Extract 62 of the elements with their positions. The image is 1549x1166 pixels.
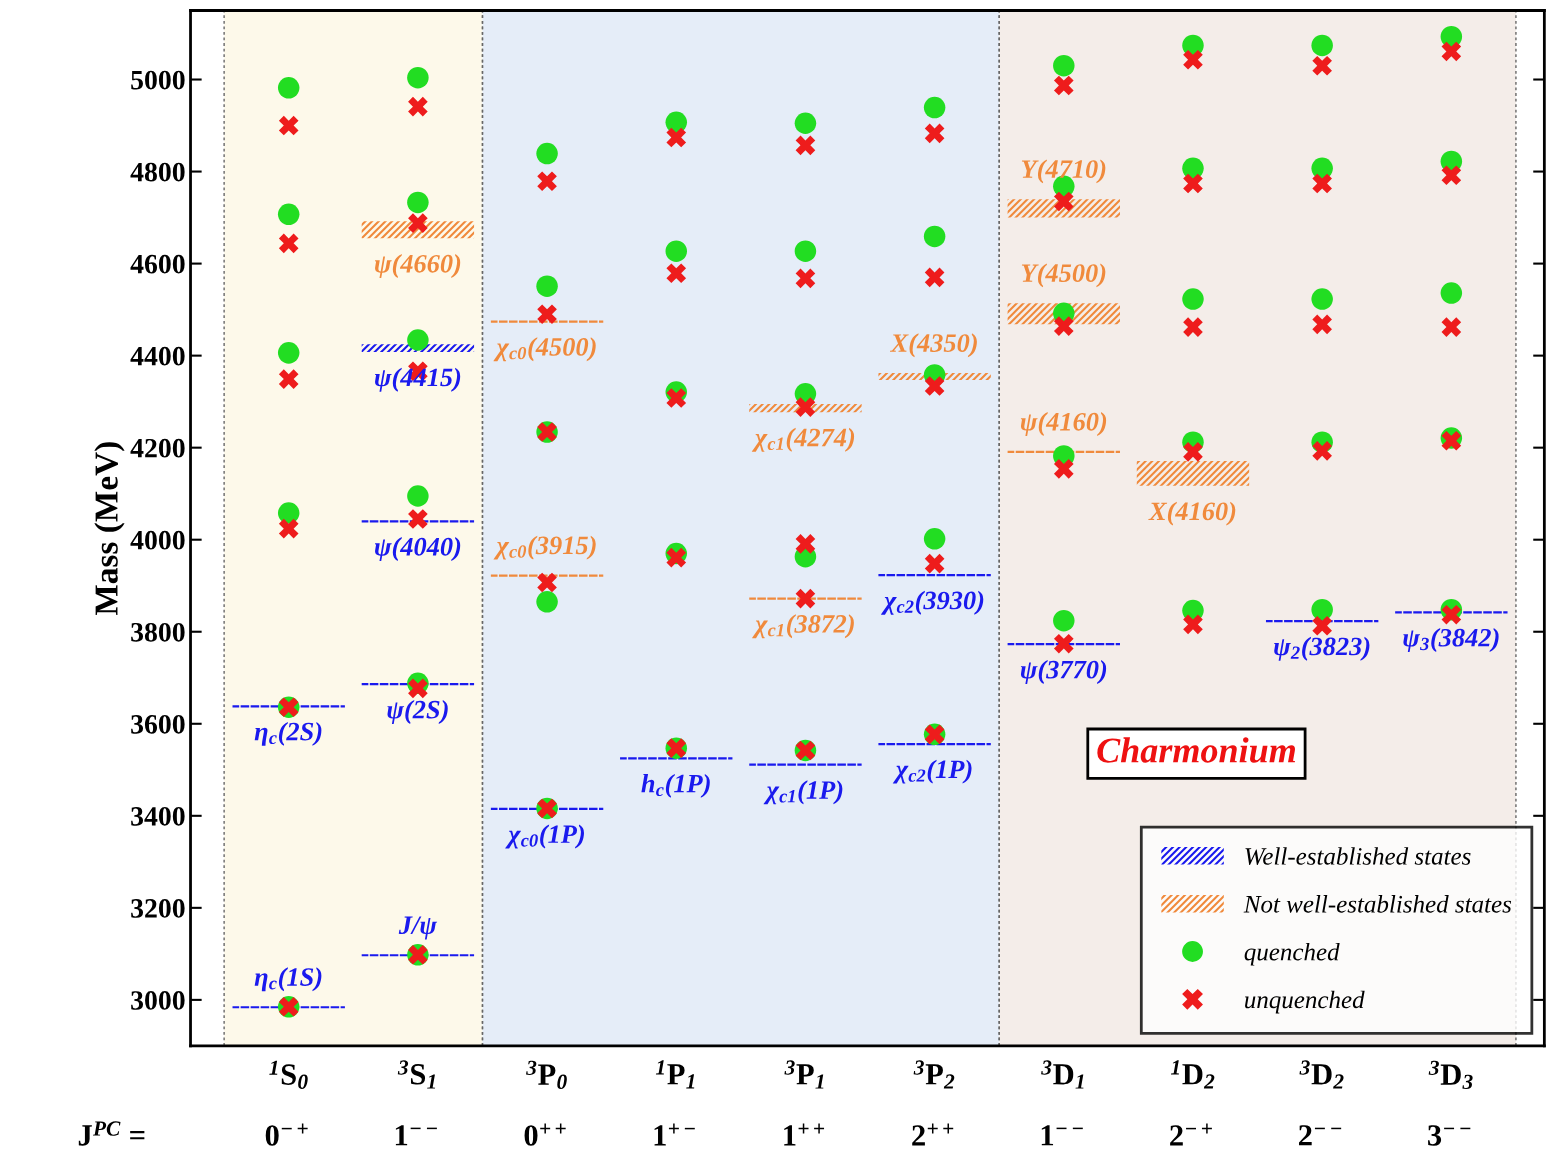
text: 1$^{−−}$ xyxy=(1041,1125,1083,1146)
text: 2$^{−−}$ xyxy=(1299,1125,1342,1146)
y-tick-label: 4800 xyxy=(130,162,185,182)
text: 2$^{++}$ xyxy=(912,1123,954,1146)
x-tick-label: $^{1}$S$_{0}$ xyxy=(269,1060,308,1089)
text: 0$^{−+}$ xyxy=(265,1123,308,1146)
annotation: η$_{c}$(1S) xyxy=(254,967,322,992)
annotation: ψ(4040) xyxy=(374,537,461,562)
annotation: χ$_{c0}$(3915) xyxy=(493,535,596,560)
y-tick-label: 3400 xyxy=(131,806,185,826)
y-tick-label: 4400 xyxy=(130,346,185,366)
annotation: ψ(4415) xyxy=(374,367,461,392)
x-tick-label: $^{3}$D$_{1}$ xyxy=(1041,1060,1084,1089)
y-axis-title: Mass (MeV) xyxy=(94,442,125,616)
annotation: χ$_{c1}$(3872) xyxy=(752,614,854,639)
text: 0$^{++}$ xyxy=(524,1123,566,1146)
annotation: χ$_{c2}$(3930) xyxy=(881,590,984,615)
y-tick-label: 4200 xyxy=(130,438,185,458)
x-tick-label: $^{3}$D$_{2}$ xyxy=(1299,1060,1344,1089)
y-tick-label: 3600 xyxy=(131,714,185,734)
annotation: J/ψ xyxy=(398,916,438,940)
annotation: ψ(4160) xyxy=(1020,412,1107,436)
annotation: χ$_{c2}$(1P) xyxy=(892,759,972,784)
annotation: ψ(3770) xyxy=(1020,659,1107,684)
text: 1$^{−−}$ xyxy=(395,1125,437,1146)
y-tick-label: 3200 xyxy=(131,899,185,918)
x-tick-label: $^{1}$P$_{1}$ xyxy=(655,1060,695,1089)
y-tick-label: 4000 xyxy=(130,530,185,550)
annotation: χ$_{c0}$(4500) xyxy=(493,337,596,362)
annotation: Y(4500) xyxy=(1021,263,1106,288)
text: 1$^{++}$ xyxy=(784,1123,825,1146)
text: 3$^{−−}$ xyxy=(1428,1125,1471,1146)
annotation: χ$_{c1}$(4274) xyxy=(751,427,855,452)
annotation: Y(4710) xyxy=(1021,159,1106,184)
text: 2$^{−+}$ xyxy=(1170,1123,1212,1146)
annotation: η$_{c}$(2S) xyxy=(254,721,322,746)
x-tick-label: $^{3}$P$_{2}$ xyxy=(913,1060,955,1089)
y-tick-label: 3000 xyxy=(131,991,185,1010)
x-tick-label: $^{3}$P$_{0}$ xyxy=(526,1060,567,1090)
annotation: χ$_{c0}$(1P) xyxy=(505,824,584,849)
legend-label: Well-established states xyxy=(1245,847,1471,865)
text: 1$^{+−}$ xyxy=(654,1123,695,1146)
annotation: χ$_{c1}$(1P) xyxy=(763,780,843,805)
x-tick-label: $^{1}$D$_{2}$ xyxy=(1170,1060,1215,1089)
y-tick-label: 4600 xyxy=(130,254,185,274)
annotation: ψ(2S) xyxy=(387,700,448,724)
annotation: ψ$_{3}$(3842) xyxy=(1403,628,1499,652)
legend-label: unquenched xyxy=(1245,990,1365,1014)
legend-label: quenched xyxy=(1244,942,1340,966)
x-tick-label: $^{3}$D$_{3}$ xyxy=(1428,1060,1473,1090)
annotation: h$_{c}$(1P) xyxy=(641,773,710,798)
x-tick-label: $^{3}$S$_{1}$ xyxy=(397,1060,436,1089)
text: J$^{PC}$ = xyxy=(78,1121,145,1146)
y-tick-label: 5000 xyxy=(131,70,185,90)
annotation: X(4350) xyxy=(889,333,977,358)
legend-label: Not well-established states xyxy=(1243,895,1512,913)
x-tick-label: $^{3}$P$_{1}$ xyxy=(784,1060,824,1089)
annotation: ψ$_{2}$(3823) xyxy=(1274,636,1370,661)
annotation: Charmonium xyxy=(1097,737,1296,763)
y-tick-label: 3800 xyxy=(131,622,185,642)
annotation: ψ(4660) xyxy=(374,254,461,279)
annotation: X(4160) xyxy=(1148,501,1236,526)
